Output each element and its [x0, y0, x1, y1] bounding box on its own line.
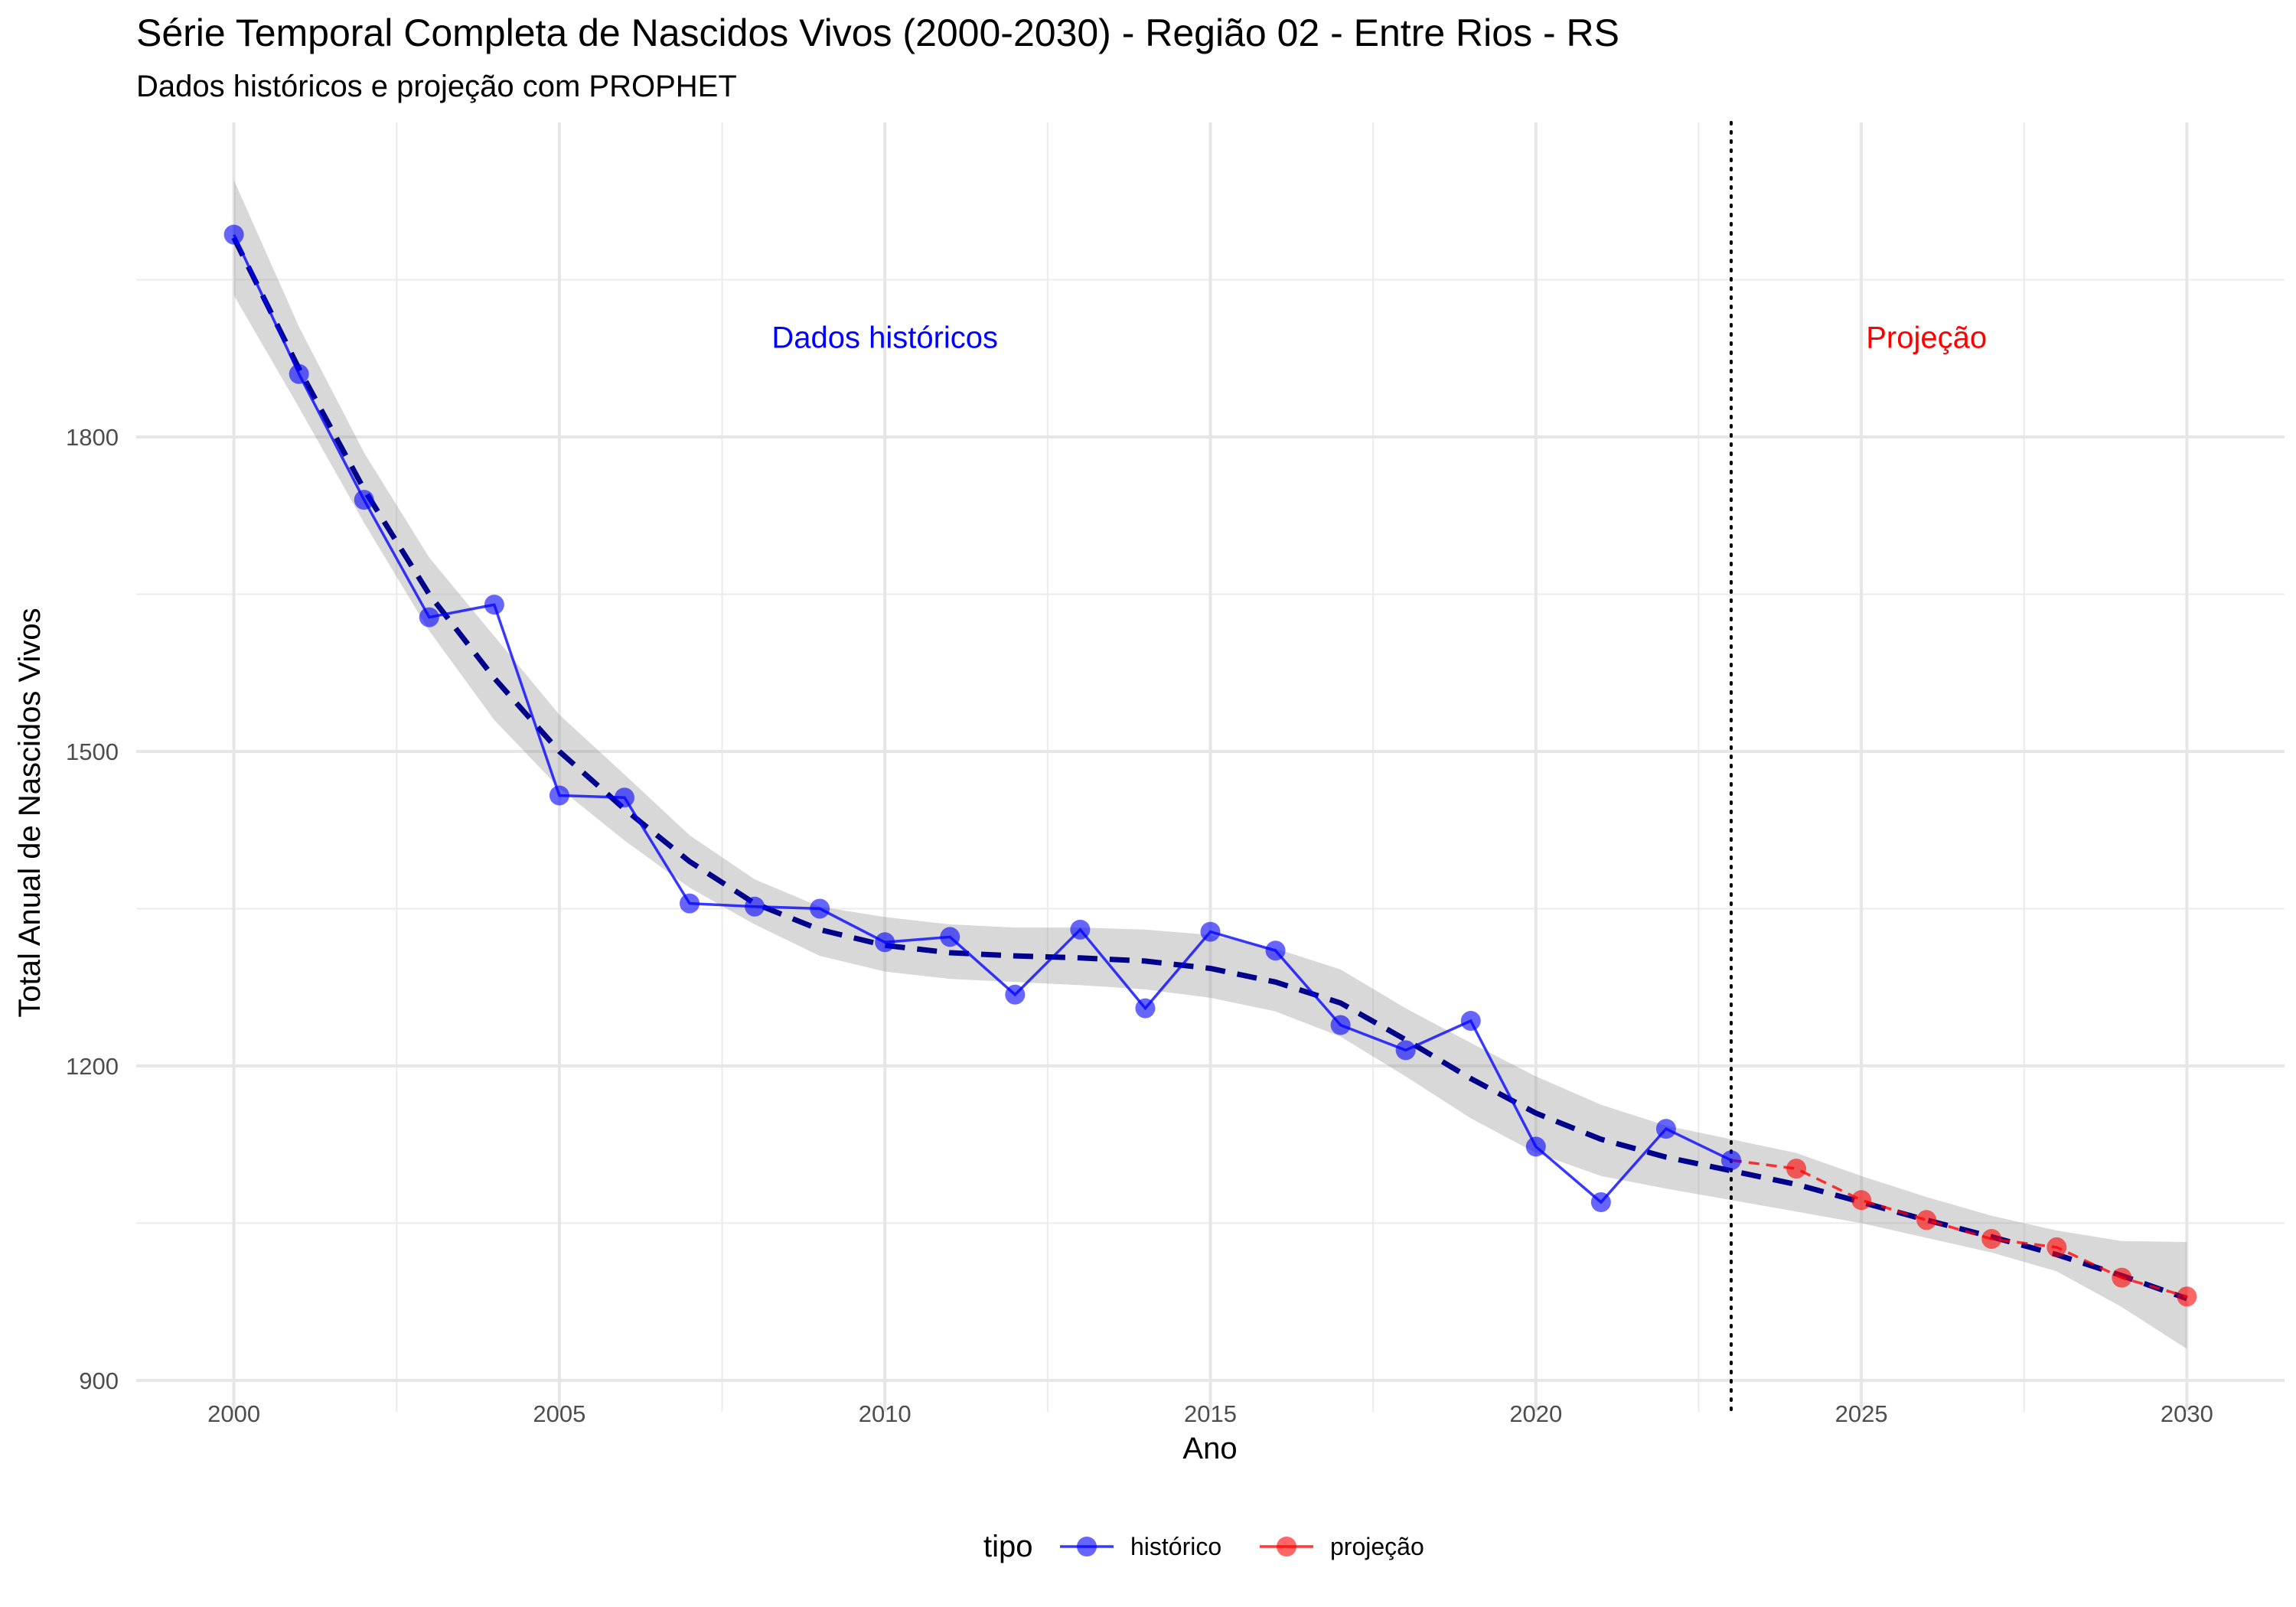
historico-point: [1655, 1119, 1676, 1139]
projecao-point: [1916, 1210, 1937, 1231]
data-series: [223, 224, 2197, 1307]
historico-point: [1395, 1040, 1416, 1061]
historico-point: [1005, 984, 1026, 1005]
projecao-point: [1981, 1228, 2002, 1249]
historico-point: [745, 896, 765, 917]
historico-point: [484, 595, 504, 615]
legend-key-point: [1277, 1537, 1296, 1556]
projecao-point: [1851, 1190, 1872, 1211]
annotation-label: Dados históricos: [771, 321, 998, 355]
projecao-point: [1786, 1159, 1807, 1179]
historico-point: [940, 927, 960, 947]
projecao-line: [1730, 1159, 2187, 1298]
trend-dashed-line: [231, 236, 2188, 1302]
legend: tipo histórico projeção: [983, 1530, 1424, 1563]
historico-point: [354, 490, 374, 510]
historico-point: [549, 785, 569, 806]
historico-point: [1590, 1192, 1611, 1213]
legend-title: tipo: [983, 1530, 1033, 1563]
historico-point: [1720, 1150, 1741, 1171]
x-tick-label: 2025: [1835, 1400, 1888, 1427]
historico-point: [1135, 998, 1156, 1019]
trend-line: [231, 236, 2188, 1302]
historico-point: [1200, 921, 1221, 942]
projecao-point: [2112, 1267, 2132, 1288]
projecao-point: [2177, 1286, 2197, 1307]
axes: 2000 2005 2010 2015 2020 2025 2030 900 1200 1500 1…: [66, 424, 2213, 1427]
chart-subtitle: Dados históricos e projeção com PROPHET: [136, 70, 737, 103]
grid: [136, 122, 2285, 1412]
legend-label: projeção: [1330, 1533, 1424, 1560]
y-tick-label: 1800: [66, 424, 119, 451]
historico-point: [1460, 1011, 1481, 1032]
y-tick-label: 1500: [66, 738, 119, 765]
historico-point: [614, 787, 634, 808]
historico-point: [419, 607, 439, 627]
x-tick-label: 2030: [2161, 1400, 2213, 1427]
x-tick-label: 2000: [207, 1400, 260, 1427]
chart-title: Série Temporal Completa de Nascidos Vivo…: [136, 11, 1619, 54]
historico-point: [223, 224, 244, 245]
y-tick-label: 900: [79, 1367, 119, 1394]
legend-label: histórico: [1130, 1533, 1221, 1560]
historico-point: [810, 898, 830, 919]
y-tick-label: 1200: [66, 1053, 119, 1080]
historico-line: [233, 233, 1732, 1204]
historico-point: [1330, 1015, 1351, 1035]
projecao-point: [2047, 1237, 2067, 1257]
historico-point: [1070, 919, 1091, 940]
historico-point: [680, 893, 700, 914]
x-axis-title: Ano: [1182, 1432, 1237, 1465]
annotations: Dados históricos Projeção: [771, 321, 1987, 355]
legend-key-point: [1077, 1537, 1097, 1556]
y-axis-title: Total Anual de Nascidos Vivos: [13, 608, 47, 1017]
annotation-label: Projeção: [1866, 321, 1987, 355]
historico-point: [1525, 1136, 1546, 1157]
x-tick-label: 2010: [859, 1400, 912, 1427]
historico-point: [1265, 940, 1286, 961]
historico-point: [289, 363, 309, 384]
x-tick-label: 2005: [533, 1400, 585, 1427]
x-tick-label: 2020: [1509, 1400, 1562, 1427]
historico-point: [875, 932, 895, 953]
x-tick-label: 2015: [1184, 1400, 1237, 1427]
